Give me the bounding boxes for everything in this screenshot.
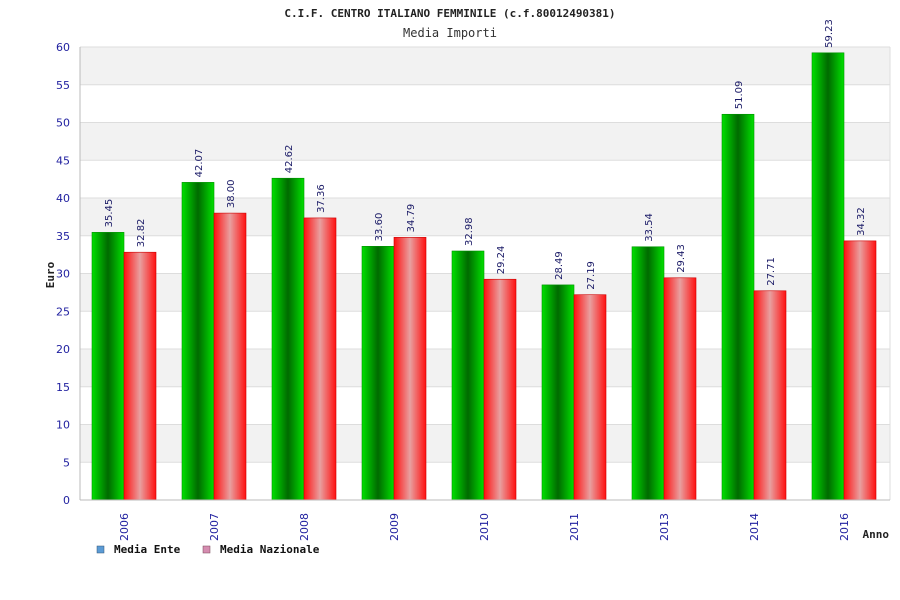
- value-label-ente-2014: 51.09: [734, 81, 745, 110]
- value-label-ente-2016: 59.23: [824, 19, 835, 48]
- value-label-nazionale-2011: 27.19: [586, 261, 597, 290]
- y-tick-label: 60: [56, 41, 70, 54]
- value-label-nazionale-2010: 29.24: [496, 246, 507, 275]
- y-tick-label: 45: [56, 154, 70, 167]
- bar-ente-2011: [541, 284, 575, 501]
- value-label-ente-2007: 42.07: [194, 149, 205, 178]
- bar-ente-2010: [451, 250, 485, 501]
- x-tick-label: 2008: [298, 513, 311, 541]
- bar-ente-2013: [631, 246, 665, 501]
- y-tick-label: 35: [56, 230, 70, 243]
- y-tick-label: 5: [63, 456, 70, 469]
- value-label-nazionale-2013: 29.43: [676, 244, 687, 273]
- value-label-ente-2009: 33.60: [374, 213, 385, 242]
- bars: [91, 52, 877, 501]
- bar-ente-2008: [271, 177, 305, 501]
- x-tick-label: 2014: [748, 513, 761, 541]
- legend-swatch-media-nazionale: [202, 545, 211, 554]
- y-tick-label: 0: [63, 494, 70, 507]
- value-label-ente-2011: 28.49: [554, 251, 565, 280]
- value-label-nazionale-2007: 38.00: [226, 179, 237, 208]
- x-axis-ticks: 2006 2007 2008 2009 2010 2011 2013 2014 2016: [118, 513, 851, 541]
- grid-band: [80, 122, 890, 161]
- bar-nazionale-2016: [843, 240, 877, 501]
- y-tick-label: 50: [56, 117, 70, 130]
- value-label-nazionale-2009: 34.79: [406, 204, 417, 233]
- bar-nazionale-2008: [303, 217, 337, 501]
- bar-ente-2007: [181, 182, 215, 501]
- value-label-nazionale-2014: 27.71: [766, 257, 777, 286]
- value-label-ente-2010: 32.98: [464, 217, 475, 246]
- bar-nazionale-2013: [663, 277, 697, 501]
- value-label-ente-2008: 42.62: [284, 145, 295, 174]
- bar-ente-2006: [91, 232, 125, 501]
- y-tick-label: 25: [56, 305, 70, 318]
- grid-band: [80, 47, 890, 85]
- x-tick-label: 2010: [478, 513, 491, 541]
- legend-label-media-nazionale: Media Nazionale: [220, 543, 320, 556]
- y-tick-label: 10: [56, 419, 70, 432]
- x-axis-label: Anno: [863, 528, 890, 541]
- bar-ente-2009: [361, 246, 395, 501]
- value-label-ente-2013: 33.54: [644, 213, 655, 242]
- legend-label-media-ente: Media Ente: [114, 543, 181, 556]
- value-labels: 35.45 32.82 42.07 38.00 42.62 37.36 33.60 34.79…: [104, 19, 867, 290]
- chart-title: C.I.F. CENTRO ITALIANO FEMMINILE (c.f.80…: [284, 7, 615, 20]
- y-tick-label: 15: [56, 381, 70, 394]
- chart-subtitle: Media Importi: [403, 26, 497, 40]
- x-tick-label: 2016: [838, 513, 851, 541]
- x-tick-label: 2009: [388, 513, 401, 541]
- y-tick-label: 30: [56, 268, 70, 281]
- bar-ente-2014: [721, 113, 755, 501]
- value-label-nazionale-2006: 32.82: [136, 219, 147, 248]
- y-tick-label: 20: [56, 343, 70, 356]
- value-label-nazionale-2008: 37.36: [316, 184, 327, 213]
- bar-nazionale-2010: [483, 278, 517, 501]
- x-tick-label: 2013: [658, 513, 671, 541]
- grid-band: [80, 84, 890, 123]
- bar-nazionale-2006: [123, 251, 157, 501]
- y-tick-label: 55: [56, 79, 70, 92]
- bar-nazionale-2007: [213, 212, 247, 501]
- bar-nazionale-2009: [393, 237, 427, 501]
- legend: Media Ente Media Nazionale: [96, 543, 320, 556]
- bar-nazionale-2014: [753, 290, 787, 501]
- grid-band: [80, 160, 890, 198]
- bar-nazionale-2011: [573, 294, 607, 501]
- legend-swatch-media-ente: [96, 545, 105, 554]
- y-axis-ticks: 0 5 10 15 20 25 30 35 40 45 50 55 60: [56, 41, 70, 507]
- x-tick-label: 2006: [118, 513, 131, 541]
- value-label-nazionale-2016: 34.32: [856, 207, 867, 236]
- y-tick-label: 40: [56, 192, 70, 205]
- bar-ente-2016: [811, 52, 845, 501]
- x-tick-label: 2007: [208, 513, 221, 541]
- y-axis-label: Euro: [44, 261, 57, 288]
- x-tick-label: 2011: [568, 513, 581, 541]
- value-label-ente-2006: 35.45: [104, 199, 115, 228]
